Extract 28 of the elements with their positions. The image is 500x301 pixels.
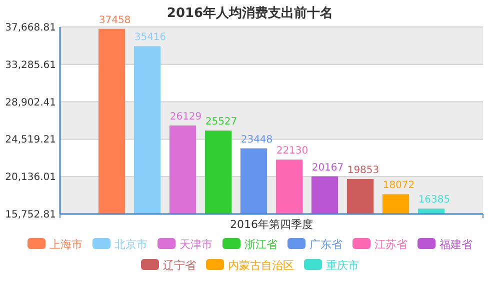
y-tick-label: 15,752.81 — [5, 210, 56, 220]
legend-label: 辽宁省 — [163, 258, 196, 272]
data-label: 26129 — [170, 111, 202, 122]
legend-label: 浙江省 — [244, 238, 278, 251]
data-label: 20167 — [312, 162, 344, 174]
legend-label: 北京市 — [114, 238, 148, 251]
data-label: 37458 — [98, 14, 131, 26]
y-tick-label: 20,136.01 — [5, 172, 56, 184]
data-label: 25527 — [205, 116, 238, 128]
y-tick-label: 37,668.81 — [5, 22, 56, 34]
legend-label: 内蒙古自治区 — [228, 258, 294, 272]
y-tick-label: 28,902.41 — [5, 97, 56, 108]
legend-label: 上海市 — [50, 238, 82, 251]
legend-label: 广东省 — [310, 238, 342, 251]
data-label: 19853 — [347, 165, 380, 176]
data-label: 18072 — [382, 180, 415, 192]
chart-title: 2016年人均消费支出前十名 — [166, 6, 334, 21]
legend-label: 天津市 — [180, 238, 212, 251]
data-label: 22130 — [276, 146, 308, 157]
y-tick-label: 24,519.21 — [5, 134, 56, 146]
legend-label: 重庆市 — [326, 258, 359, 272]
data-label: 16385 — [418, 194, 450, 206]
x-tick-label: 2016年第四季度 — [230, 218, 313, 231]
y-tick-label: 33,285.61 — [5, 60, 56, 71]
legend-label: 福建省 — [440, 238, 472, 251]
legend-label: 江苏省 — [374, 238, 408, 251]
data-label: 35416 — [134, 32, 166, 44]
data-label: 23448 — [240, 134, 273, 146]
